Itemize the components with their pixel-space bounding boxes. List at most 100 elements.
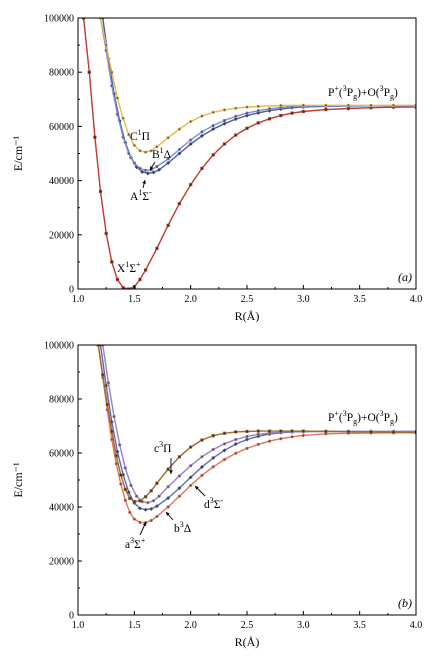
data-point (256, 121, 260, 125)
x-tick-label: 3.0 (297, 294, 310, 305)
data-point (222, 142, 227, 146)
data-point (177, 474, 181, 478)
y-tick-label: 60000 (49, 449, 74, 460)
data-point (222, 431, 227, 435)
data-point (155, 481, 159, 485)
data-point (211, 434, 215, 438)
data-point (123, 487, 127, 492)
data-point (391, 103, 396, 107)
data-point (188, 475, 193, 480)
data-point (200, 438, 204, 442)
data-point (165, 495, 171, 501)
data-point (132, 499, 136, 504)
data-point (189, 445, 193, 449)
data-point (211, 126, 216, 132)
y-tick-label: 0 (69, 285, 74, 296)
series-0-3 (98, 18, 416, 154)
data-point (177, 151, 182, 156)
x-tick-label: 2.5 (241, 294, 254, 305)
data-point (414, 430, 416, 434)
panel-label: (b) (398, 596, 412, 610)
data-point (138, 149, 142, 153)
series-1-1 (98, 345, 416, 512)
data-point (256, 432, 260, 436)
data-point (234, 451, 238, 455)
data-point (144, 168, 148, 172)
data-point (200, 130, 204, 134)
data-point (245, 126, 249, 130)
data-point (222, 457, 227, 462)
asymptote-label: P+(3Pg)+O(3Pg) (328, 409, 398, 426)
asymptote-label: P+(3Pg)+O(3Pg) (328, 84, 398, 101)
data-point (149, 149, 153, 153)
x-tick-label: 1.5 (128, 620, 141, 631)
data-point (222, 121, 227, 126)
annotation-arrowhead (195, 486, 199, 490)
data-point (110, 70, 114, 74)
data-point (346, 430, 351, 434)
state-label: c3Π (154, 440, 171, 455)
data-point (211, 465, 215, 469)
data-point (279, 113, 283, 118)
state-label: B1Δ (152, 146, 171, 161)
data-point (112, 414, 116, 419)
data-point (234, 133, 238, 137)
data-point (127, 132, 131, 137)
data-point (256, 104, 260, 108)
data-point (110, 84, 114, 88)
state-label: b3Δ (174, 520, 191, 535)
data-point (245, 111, 249, 115)
annotation-arrowhead (142, 522, 147, 526)
annotation-arrowhead (142, 180, 146, 184)
data-point (256, 109, 260, 113)
data-point (177, 485, 182, 491)
data-point (119, 473, 123, 477)
data-point (301, 103, 305, 107)
state-label: d3Σ- (204, 496, 223, 511)
data-point (177, 127, 181, 131)
data-point (301, 433, 305, 438)
data-point (189, 464, 193, 468)
data-point (166, 485, 170, 489)
state-label: A1Σ- (130, 188, 152, 203)
y-tick-label: 0 (69, 611, 74, 622)
data-point (256, 442, 260, 446)
data-point (127, 287, 131, 289)
y-tick-label: 100000 (44, 341, 74, 352)
data-point (177, 494, 181, 498)
data-point (123, 466, 127, 470)
data-point (211, 110, 215, 114)
data-point (245, 446, 249, 451)
data-point (110, 260, 114, 264)
data-point (137, 506, 143, 511)
data-point (93, 135, 97, 139)
y-tick-label: 80000 (49, 395, 74, 406)
data-point (189, 119, 193, 124)
data-point (279, 437, 283, 441)
x-tick-label: 1.0 (72, 620, 85, 631)
x-tick-label: 4.0 (410, 620, 423, 631)
data-point (134, 494, 139, 498)
x-tick-label: 3.0 (297, 620, 310, 631)
data-point (114, 454, 118, 458)
x-axis-label: R(Å) (235, 635, 260, 649)
y-tick-label: 80000 (49, 68, 74, 79)
data-point (188, 141, 193, 147)
data-point (149, 506, 154, 512)
data-point (166, 157, 170, 161)
data-point (211, 447, 215, 452)
state-label: a3Σ+ (125, 536, 146, 551)
data-point (200, 455, 204, 459)
data-point (138, 499, 142, 503)
data-point (301, 109, 305, 114)
x-tick-label: 1.0 (72, 294, 85, 305)
series-1-3 (96, 345, 416, 504)
series-0-0 (82, 18, 416, 289)
data-point (144, 268, 148, 272)
data-point (200, 114, 204, 118)
data-point (177, 147, 181, 152)
data-point (267, 429, 272, 433)
data-point (144, 150, 148, 154)
data-point (132, 517, 136, 521)
